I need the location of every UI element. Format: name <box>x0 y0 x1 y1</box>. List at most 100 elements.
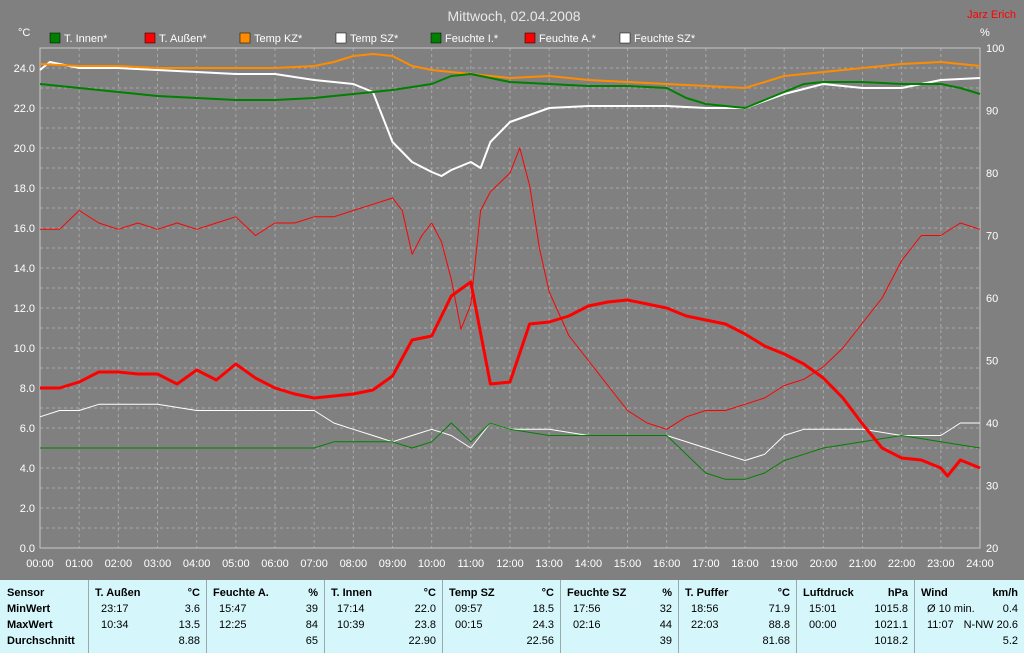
x-tick-label: 19:00 <box>770 558 798 570</box>
stats-header: T. Innen <box>331 587 372 599</box>
x-tick-label: 23:00 <box>927 558 955 570</box>
stats-avg-value: 5.2 <box>1002 635 1018 647</box>
chart-title: Mittwoch, 02.04.2008 <box>447 8 580 24</box>
stats-max-time: 00:00 <box>809 619 837 631</box>
x-tick-label: 18:00 <box>731 558 759 570</box>
x-tick-label: 14:00 <box>575 558 603 570</box>
stats-max-value: 88.8 <box>768 619 790 631</box>
x-tick-label: 12:00 <box>496 558 524 570</box>
legend-swatch <box>430 32 442 44</box>
x-tick-label: 04:00 <box>183 558 211 570</box>
stats-max-value: 84 <box>305 619 318 631</box>
stats-min-value: 22.0 <box>414 603 436 615</box>
x-tick-label: 09:00 <box>379 558 407 570</box>
y2-tick-label: 70 <box>986 231 998 243</box>
x-tick-label: 13:00 <box>535 558 563 570</box>
y2-tick-label: 80 <box>986 168 998 180</box>
stats-column: T. Innen °C 17:14 22.0 10:39 23.8 22.90 <box>324 580 442 653</box>
x-tick-label: 17:00 <box>692 558 720 570</box>
stats-unit: % <box>662 587 672 599</box>
stats-column: Wind km/h Ø 10 min. 0.4 11:07 N-NW 20.6 5.2 <box>914 580 1024 653</box>
stats-min-value: 39 <box>305 603 318 615</box>
x-tick-label: 06:00 <box>261 558 289 570</box>
stats-row-label-sensor: Sensor <box>7 587 45 599</box>
legend-swatch <box>49 32 61 44</box>
stats-max-time: 00:15 <box>455 619 483 631</box>
stats-max-value: 44 <box>659 619 672 631</box>
legend-swatch <box>335 32 347 44</box>
stats-max-value: N-NW 20.6 <box>963 619 1018 631</box>
x-tick-label: 03:00 <box>144 558 172 570</box>
y-tick-label: 6.0 <box>20 423 35 435</box>
x-tick-label: 05:00 <box>222 558 250 570</box>
legend-label: T. Innen* <box>64 33 108 45</box>
stats-column: T. Außen °C 23:17 3.6 10:34 13.5 8.88 <box>88 580 206 653</box>
stats-avg-value: 8.88 <box>178 635 200 647</box>
legend-swatch <box>239 32 251 44</box>
stats-min-value: 3.6 <box>184 603 200 615</box>
stats-min-value: 71.9 <box>768 603 790 615</box>
stats-max-value: 23.8 <box>414 619 436 631</box>
right-axis-unit: % <box>980 27 990 39</box>
stats-min-value: 0.4 <box>1002 603 1018 615</box>
stats-min-time: 23:17 <box>101 603 129 615</box>
y2-tick-label: 50 <box>986 356 998 368</box>
stats-min-value: 32 <box>659 603 672 615</box>
y2-tick-label: 100 <box>986 43 1004 55</box>
stats-column: Feuchte A.% 15:47 39 12:25 84 65 <box>206 580 324 653</box>
stats-unit: km/h <box>992 587 1018 599</box>
stats-avg-value: 39 <box>659 635 672 647</box>
y-tick-label: 2.0 <box>20 503 35 515</box>
x-tick-label: 16:00 <box>653 558 681 570</box>
series-line-feuchte-a <box>40 147 981 430</box>
stats-avg-value: 65 <box>305 635 318 647</box>
stats-max-value: 24.3 <box>532 619 554 631</box>
x-tick-label: 08:00 <box>340 558 368 570</box>
stats-max-time: 11:07 <box>927 619 954 631</box>
stats-max-value: 13.5 <box>178 619 200 631</box>
x-tick-label: 02:00 <box>105 558 133 570</box>
axes: 00:00 01:00 02:00 03:00 04:00 05:00 06:00 07:00… <box>14 43 1005 570</box>
x-tick-label: 11:00 <box>457 558 484 570</box>
stats-header: Feuchte A. <box>213 587 269 599</box>
stats-header: Temp SZ <box>449 587 495 599</box>
series-group <box>39 53 981 480</box>
y2-tick-label: 90 <box>986 106 998 118</box>
stats-header: Wind <box>921 587 948 599</box>
stats-unit: °C <box>541 587 554 599</box>
stats-row-label-max: MaxWert <box>7 619 53 631</box>
series-line-t-außen <box>40 280 981 478</box>
stats-column: Feuchte SZ% 17:56 32 02:16 44 39 <box>560 580 678 653</box>
stats-header: Feuchte SZ <box>567 587 627 599</box>
stats-min-value: 18.5 <box>532 603 554 615</box>
y2-tick-label: 20 <box>986 543 998 555</box>
stats-column: T. Puffer °C 18:56 71.9 22:03 88.8 81.68 <box>678 580 796 653</box>
legend-label: T. Außen* <box>159 33 207 45</box>
series-line-t-innen <box>39 73 981 109</box>
stats-min-time: 09:57 <box>455 603 483 615</box>
x-tick-label: 10:00 <box>418 558 446 570</box>
legend-label: Temp KZ* <box>254 33 303 45</box>
x-tick-label: 00:00 <box>26 558 54 570</box>
y-tick-label: 16.0 <box>14 223 35 235</box>
stats-table: Sensor MinWert MaxWert Durchschnitt T. A… <box>0 580 1024 653</box>
stats-max-time: 10:39 <box>337 619 365 631</box>
stats-avg-value: 22.56 <box>526 635 554 647</box>
series-line-feuchte-sz <box>39 403 980 461</box>
stats-avg-value: 1018.2 <box>874 635 908 647</box>
series-line-feuchte-i <box>40 422 981 480</box>
stats-row-label-avg: Durchschnitt <box>7 635 75 647</box>
y-tick-label: 12.0 <box>14 303 35 315</box>
x-tick-label: 22:00 <box>888 558 916 570</box>
y-tick-label: 14.0 <box>14 263 35 275</box>
stats-max-time: 02:16 <box>573 619 601 631</box>
y2-tick-label: 60 <box>986 293 998 305</box>
y-tick-label: 0.0 <box>20 543 35 555</box>
stats-avg-value: 81.68 <box>762 635 790 647</box>
x-tick-label: 01:00 <box>65 558 93 570</box>
y2-tick-label: 30 <box>986 481 998 493</box>
chart: Mittwoch, 02.04.2008 Jarz Erich °C % T. … <box>14 8 1016 570</box>
x-tick-label: 20:00 <box>810 558 838 570</box>
x-tick-label: 24:00 <box>966 558 994 570</box>
stats-row-label-min: MinWert <box>7 603 51 615</box>
